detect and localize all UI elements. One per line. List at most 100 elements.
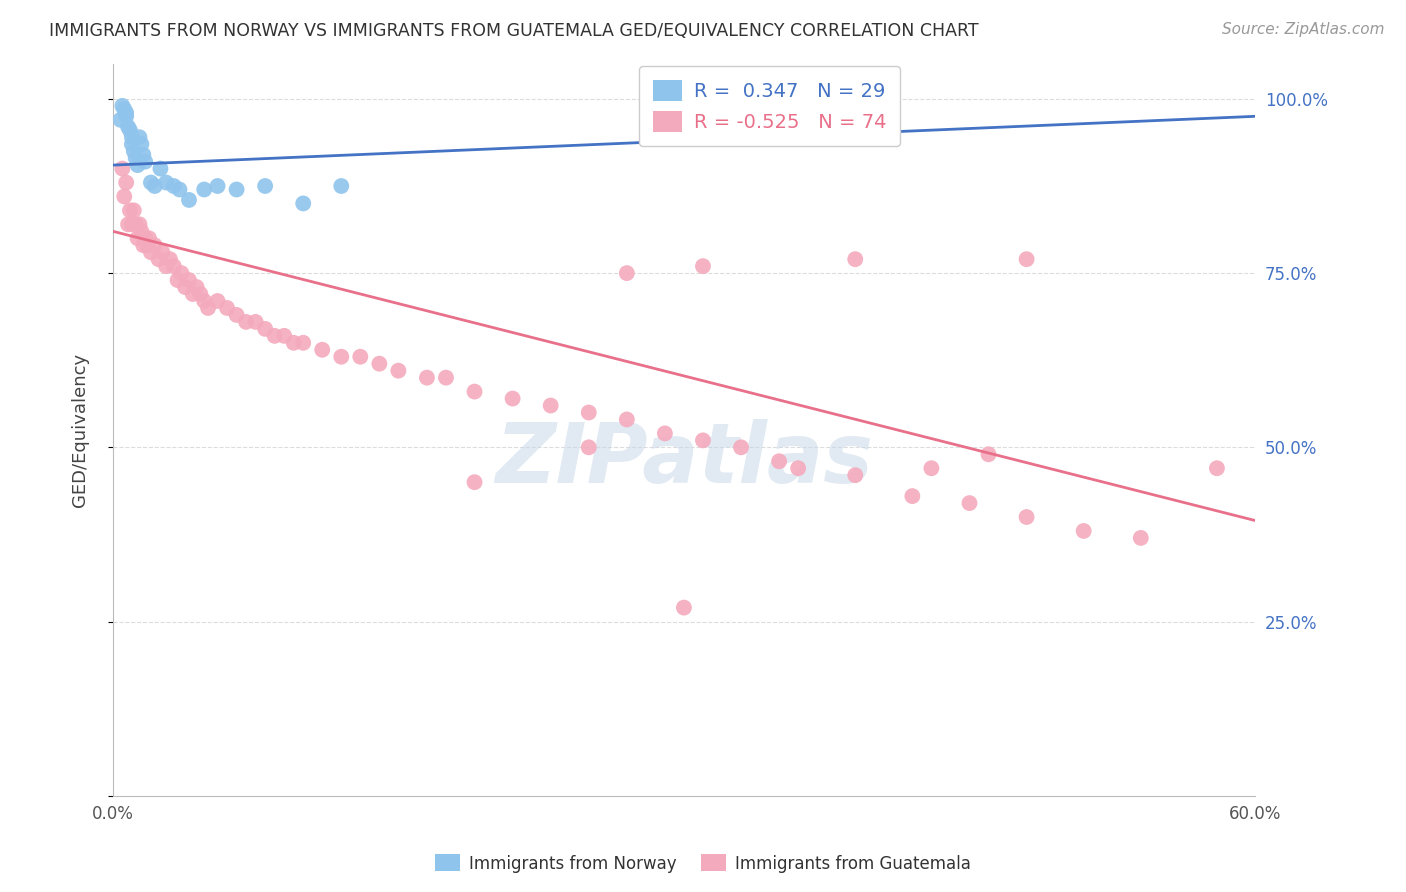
Point	[121, 217, 143, 231]
Point	[111, 99, 134, 113]
Point	[502, 392, 524, 406]
Point	[464, 475, 486, 490]
Text: IMMIGRANTS FROM NORWAY VS IMMIGRANTS FROM GUATEMALA GED/EQUIVALENCY CORRELATION : IMMIGRANTS FROM NORWAY VS IMMIGRANTS FRO…	[49, 22, 979, 40]
Point	[197, 301, 219, 315]
Point	[117, 120, 139, 134]
Point	[920, 461, 942, 475]
Point	[578, 405, 600, 419]
Point	[128, 217, 150, 231]
Point	[416, 370, 439, 384]
Point	[163, 179, 186, 194]
Point	[434, 370, 457, 384]
Point	[127, 231, 149, 245]
Point	[254, 179, 277, 194]
Point	[292, 335, 315, 350]
Point	[330, 350, 353, 364]
Point	[155, 176, 177, 190]
Point	[844, 468, 866, 483]
Point	[127, 158, 149, 172]
Point	[122, 144, 145, 158]
Point	[387, 364, 409, 378]
Point	[672, 600, 695, 615]
Point	[131, 224, 153, 238]
Point	[121, 137, 143, 152]
Legend: R =  0.347   N = 29, R = -0.525   N = 74: R = 0.347 N = 29, R = -0.525 N = 74	[640, 67, 900, 145]
Point	[273, 328, 295, 343]
Point	[844, 252, 866, 267]
Point	[181, 287, 204, 301]
Point	[207, 179, 229, 194]
Point	[901, 489, 924, 503]
Point	[110, 112, 132, 127]
Point	[349, 350, 371, 364]
Point	[132, 238, 155, 252]
Point	[654, 426, 676, 441]
Point	[131, 137, 153, 152]
Point	[959, 496, 981, 510]
Point	[174, 280, 197, 294]
Point	[464, 384, 486, 399]
Point	[283, 335, 305, 350]
Point	[112, 189, 135, 203]
Point	[225, 308, 247, 322]
Point	[263, 328, 285, 343]
Point	[730, 440, 752, 454]
Point	[125, 217, 148, 231]
Point	[368, 357, 391, 371]
Point	[132, 147, 155, 161]
Point	[139, 245, 162, 260]
Point	[616, 266, 638, 280]
Point	[692, 259, 714, 273]
Point	[330, 179, 353, 194]
Point	[111, 161, 134, 176]
Point	[166, 273, 188, 287]
Y-axis label: GED/Equivalency: GED/Equivalency	[72, 353, 89, 507]
Point	[115, 176, 138, 190]
Point	[115, 106, 138, 120]
Point	[138, 231, 160, 245]
Point	[225, 182, 247, 196]
Point	[155, 259, 177, 273]
Point	[235, 315, 257, 329]
Point	[787, 461, 810, 475]
Point	[245, 315, 267, 329]
Point	[190, 287, 212, 301]
Point	[1073, 524, 1095, 538]
Point	[143, 238, 166, 252]
Point	[977, 447, 1000, 461]
Point	[148, 252, 170, 267]
Point	[207, 293, 229, 308]
Point	[540, 399, 562, 413]
Point	[118, 203, 141, 218]
Point	[692, 434, 714, 448]
Point	[117, 217, 139, 231]
Point	[1206, 461, 1229, 475]
Point	[292, 196, 315, 211]
Point	[186, 280, 208, 294]
Point	[118, 123, 141, 137]
Point	[149, 161, 172, 176]
Point	[150, 245, 173, 260]
Point	[169, 182, 191, 196]
Point	[1015, 252, 1038, 267]
Point	[136, 238, 159, 252]
Point	[311, 343, 333, 357]
Point	[159, 252, 181, 267]
Point	[139, 176, 162, 190]
Point	[134, 154, 156, 169]
Point	[170, 266, 193, 280]
Point	[125, 151, 148, 165]
Point	[1015, 510, 1038, 524]
Point	[1129, 531, 1152, 545]
Point	[121, 130, 143, 145]
Point	[193, 182, 215, 196]
Point	[578, 440, 600, 454]
Point	[768, 454, 790, 468]
Point	[177, 273, 200, 287]
Point	[122, 203, 145, 218]
Point	[616, 412, 638, 426]
Point	[115, 109, 138, 123]
Point	[215, 301, 238, 315]
Point	[254, 322, 277, 336]
Point	[112, 103, 135, 117]
